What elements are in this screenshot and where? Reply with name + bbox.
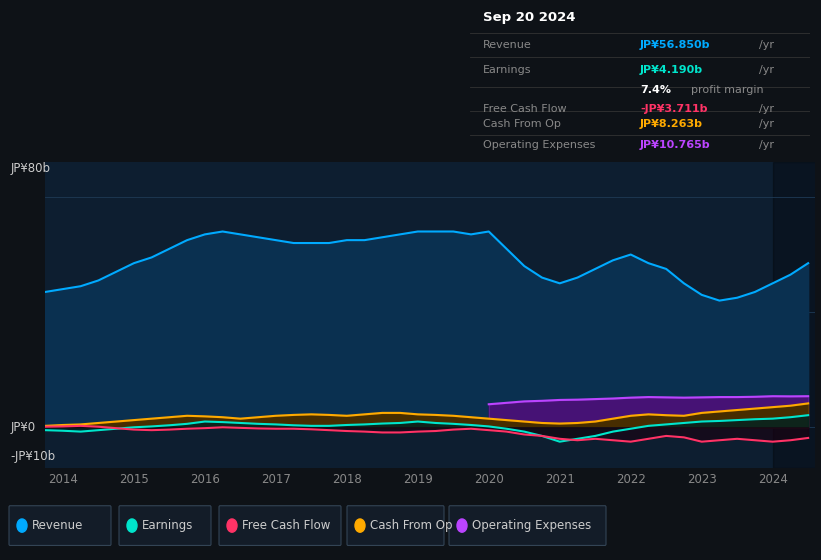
Text: Cash From Op: Cash From Op <box>370 519 452 532</box>
Text: 7.4%: 7.4% <box>640 85 671 95</box>
Text: Revenue: Revenue <box>484 40 532 50</box>
Circle shape <box>457 519 467 532</box>
Text: -JP¥10b: -JP¥10b <box>11 450 56 463</box>
Text: Operating Expenses: Operating Expenses <box>472 519 591 532</box>
Circle shape <box>227 519 237 532</box>
Text: JP¥8.263b: JP¥8.263b <box>640 119 703 129</box>
FancyBboxPatch shape <box>9 506 111 545</box>
Text: JP¥0: JP¥0 <box>11 421 35 434</box>
Text: JP¥4.190b: JP¥4.190b <box>640 65 703 75</box>
Text: Earnings: Earnings <box>484 65 532 75</box>
Circle shape <box>17 519 27 532</box>
Text: Free Cash Flow: Free Cash Flow <box>242 519 330 532</box>
Text: Earnings: Earnings <box>142 519 194 532</box>
Text: /yr: /yr <box>759 65 774 75</box>
Text: Free Cash Flow: Free Cash Flow <box>484 104 566 114</box>
FancyBboxPatch shape <box>449 506 606 545</box>
Circle shape <box>127 519 137 532</box>
FancyBboxPatch shape <box>119 506 211 545</box>
Text: -JP¥3.711b: -JP¥3.711b <box>640 104 708 114</box>
Bar <box>773 162 821 468</box>
Text: /yr: /yr <box>759 104 774 114</box>
Text: JP¥80b: JP¥80b <box>11 162 51 175</box>
Text: Operating Expenses: Operating Expenses <box>484 140 595 150</box>
Text: Revenue: Revenue <box>32 519 84 532</box>
Text: /yr: /yr <box>759 119 774 129</box>
Text: Sep 20 2024: Sep 20 2024 <box>484 11 576 24</box>
Circle shape <box>355 519 365 532</box>
FancyBboxPatch shape <box>347 506 444 545</box>
Text: JP¥10.765b: JP¥10.765b <box>640 140 711 150</box>
Text: /yr: /yr <box>759 140 774 150</box>
Text: profit margin: profit margin <box>691 85 764 95</box>
Text: /yr: /yr <box>759 40 774 50</box>
FancyBboxPatch shape <box>219 506 341 545</box>
Text: JP¥56.850b: JP¥56.850b <box>640 40 710 50</box>
Text: Cash From Op: Cash From Op <box>484 119 561 129</box>
